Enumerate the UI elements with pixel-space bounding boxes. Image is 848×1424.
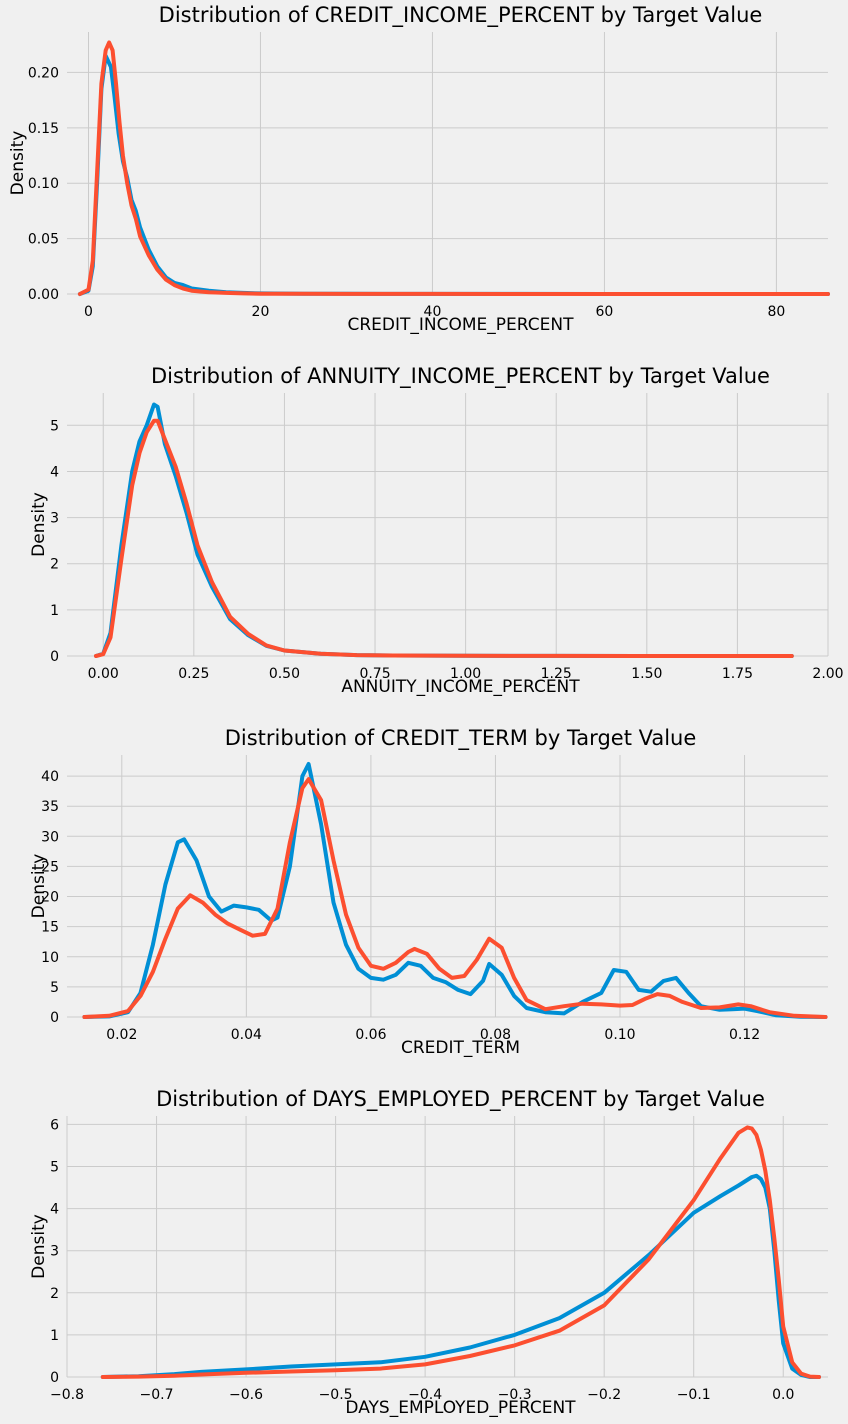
chart-title: Distribution of CREDIT_TERM by Target Va…	[225, 726, 697, 751]
x-tick-label: 1.75	[722, 666, 753, 682]
y-tick-label: 10	[41, 950, 59, 966]
x-tick-label: 0.08	[480, 1027, 511, 1043]
y-tick-label: 0.05	[28, 232, 59, 248]
y-tick-label: 4	[50, 1202, 59, 1218]
x-tick-label: 1.25	[541, 666, 572, 682]
y-tick-label: 40	[41, 769, 59, 785]
y-tick-label: 25	[41, 859, 59, 875]
x-axis-label: CREDIT_INCOME_PERCENT	[348, 315, 575, 335]
y-axis-label: Density	[29, 1214, 49, 1279]
x-tick-label: 0.25	[178, 666, 209, 682]
chart-panel-2: 0.00 0.25 0.50 0.75 1.00 1.25 1.50 1.75 2.00 0 1 2 3…	[29, 364, 844, 697]
x-tick-label: 0	[84, 304, 93, 320]
y-tick-label: 5	[50, 1160, 59, 1176]
plot-area	[67, 393, 828, 656]
x-tick-label: −0.7	[140, 1387, 174, 1403]
y-tick-label: 6	[50, 1117, 59, 1133]
y-tick-label: 20	[41, 890, 59, 906]
x-tick-label: −0.5	[319, 1387, 353, 1403]
plot-area	[67, 1116, 828, 1377]
chart-panel-4: −0.8 −0.7 −0.6 −0.5 −0.4 −0.3 −0.2 −0.1 0.0 0 1 2 3 4…	[29, 1087, 828, 1418]
y-axis-label: Density	[29, 492, 49, 557]
x-tick-label: 1.50	[631, 666, 662, 682]
x-tick-label: −0.8	[50, 1387, 84, 1403]
y-tick-label: 1	[50, 1328, 59, 1344]
plot-area	[67, 755, 828, 1017]
y-tick-label: 0	[50, 649, 59, 665]
y-tick-label: 2	[50, 1286, 59, 1302]
x-tick-label: 40	[424, 304, 442, 320]
y-tick-label: 0.15	[28, 121, 59, 137]
x-tick-label: 1.00	[450, 666, 481, 682]
y-tick-label: 1	[50, 603, 59, 619]
series-line-2	[77, 40, 830, 296]
series-line-2	[94, 418, 794, 658]
series-line-2	[100, 1125, 821, 1379]
y-tick-label: 0.00	[28, 287, 59, 303]
x-tick-label: 20	[252, 304, 270, 320]
x-tick-label: 0.04	[231, 1027, 262, 1043]
x-axis-label: ANNUITY_INCOME_PERCENT	[341, 677, 580, 697]
x-axis-label: DAYS_EMPLOYED_PERCENT	[345, 1398, 576, 1418]
x-tick-label: 0.00	[88, 666, 119, 682]
x-tick-label: 60	[596, 304, 614, 320]
plot-area	[67, 32, 828, 294]
y-tick-label: 2	[50, 557, 59, 573]
chart-panel-1: 0 20 40 60 80 0.00 0.05 0.10 0.15 0.20 Distributio…	[8, 3, 830, 335]
chart-panel-3: 0.02 0.04 0.06 0.08 0.10 0.12 0 5 10 15 20 25 30 35 40…	[29, 726, 828, 1058]
chart-title: Distribution of CREDIT_INCOME_PERCENT by…	[159, 3, 763, 28]
y-axis-label: Density	[8, 131, 28, 196]
x-axis-label: CREDIT_TERM	[401, 1038, 520, 1058]
y-tick-label: 4	[50, 464, 59, 480]
x-tick-label: 0.06	[355, 1027, 386, 1043]
chart-title: Distribution of ANNUITY_INCOME_PERCENT b…	[151, 364, 770, 389]
y-tick-label: 15	[41, 920, 59, 936]
x-tick-label: 0.10	[604, 1027, 635, 1043]
y-tick-label: 3	[50, 511, 59, 527]
y-tick-label: 5	[50, 418, 59, 434]
x-tick-label: −0.6	[229, 1387, 263, 1403]
y-tick-label: 0	[50, 1370, 59, 1386]
series-line-1	[82, 762, 828, 1019]
x-tick-label: −0.2	[587, 1387, 621, 1403]
y-tick-label: 3	[50, 1244, 59, 1260]
x-tick-label: 0.75	[359, 666, 390, 682]
x-tick-label: 0.0	[772, 1387, 794, 1403]
y-tick-label: 0.10	[28, 176, 59, 192]
x-tick-label: 80	[767, 304, 785, 320]
y-axis-label: Density	[29, 854, 49, 919]
x-tick-label: 0.02	[106, 1027, 137, 1043]
x-tick-label: −0.1	[677, 1387, 711, 1403]
y-tick-label: 5	[50, 980, 59, 996]
x-tick-label: 0.12	[729, 1027, 760, 1043]
y-tick-label: 30	[41, 829, 59, 845]
series-line-2	[82, 777, 828, 1019]
y-tick-label: 0	[50, 1010, 59, 1026]
x-tick-label: −0.4	[408, 1387, 442, 1403]
chart-title: Distribution of DAYS_EMPLOYED_PERCENT by…	[156, 1087, 765, 1112]
x-tick-label: −0.3	[498, 1387, 532, 1403]
x-tick-label: 0.50	[269, 666, 300, 682]
y-tick-label: 0.20	[28, 65, 59, 81]
x-tick-label: 2.00	[812, 666, 843, 682]
y-tick-label: 35	[41, 799, 59, 815]
